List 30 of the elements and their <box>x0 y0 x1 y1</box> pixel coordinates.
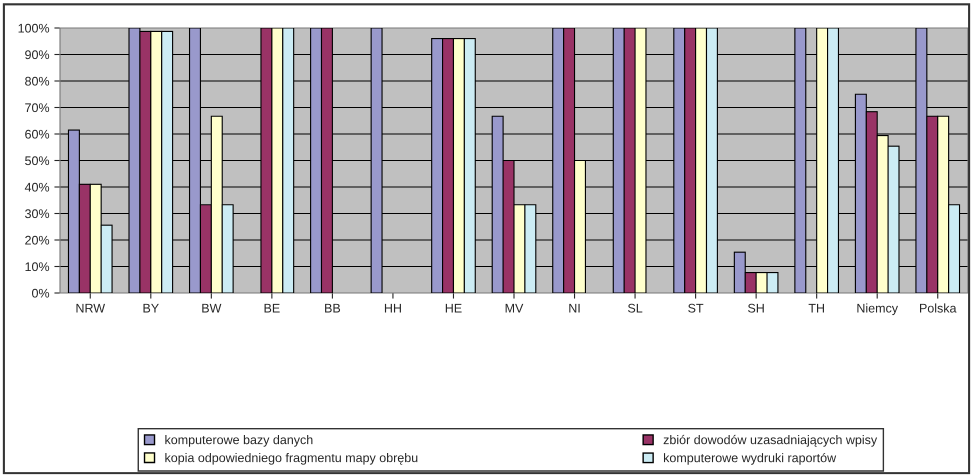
x-tick-label: NI <box>569 304 580 312</box>
x-tick-label: HE <box>446 304 462 312</box>
x-tick-label: BW <box>202 304 222 312</box>
y-tick-label: 20% <box>25 236 50 245</box>
y-tick-label: 30% <box>25 209 50 218</box>
y-tick-label: 80% <box>25 76 50 86</box>
x-tick-label: ST <box>688 304 704 313</box>
x-tick-label: HH <box>384 304 401 312</box>
legend-label: zbiór dowodów uzasadniających wpisy <box>664 434 878 447</box>
y-tick-label: 70% <box>25 103 50 112</box>
x-tick-label: SH <box>748 304 764 313</box>
x-tick-label: MV <box>506 304 524 312</box>
y-tick-label: 40% <box>24 182 50 192</box>
legend-label: kopia odpowiedniego fragmentu mapy obrębu <box>165 453 418 465</box>
x-tick-label: TH <box>808 304 824 312</box>
x-tick-label: BE <box>264 304 280 312</box>
y-tick-label: 90% <box>25 50 50 60</box>
y-tick-label: 100% <box>18 24 50 33</box>
x-tick-label: Niemcy <box>857 303 898 316</box>
x-tick-label: SL <box>628 304 642 313</box>
x-tick-label: Polska <box>920 303 956 313</box>
x-tick-label: NRW <box>76 304 106 312</box>
y-tick-label: 0% <box>32 288 50 298</box>
x-tick-label: BY <box>143 304 159 312</box>
x-tick-label: BB <box>325 304 340 312</box>
legend-label: komputerowe bazy danych <box>165 435 312 447</box>
y-tick-label: 10% <box>26 262 50 272</box>
y-tick-label: 60% <box>25 130 50 139</box>
y-tick-label: 50% <box>25 156 50 166</box>
legend-label: komputerowe wydruki raportów <box>664 452 836 465</box>
